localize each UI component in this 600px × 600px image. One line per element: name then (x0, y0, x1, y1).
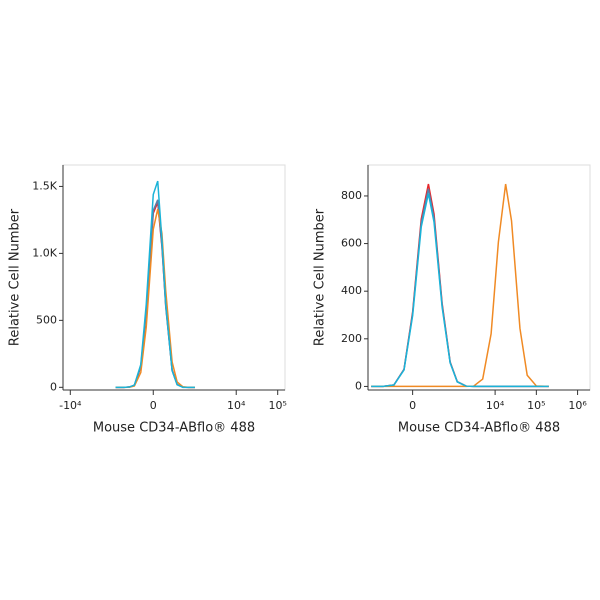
x-tick-label: 0 (150, 399, 157, 412)
x-tick-label: 10⁵ (268, 399, 286, 412)
x-axis-label: Mouse CD34-ABflo® 488 (398, 421, 560, 436)
histogram-line (371, 193, 549, 388)
histogram-line (115, 202, 195, 389)
x-tick-label: -10⁴ (59, 399, 82, 412)
histogram-line (115, 199, 195, 389)
x-axis-label: Mouse CD34-ABflo® 488 (93, 421, 255, 436)
y-tick-label: 1.5K (32, 179, 57, 192)
y-tick-label: 500 (36, 313, 57, 326)
histogram-line (371, 183, 549, 388)
y-tick-label: 0 (50, 380, 57, 393)
histogram-line (371, 188, 549, 388)
x-tick-label: 10⁵ (527, 399, 545, 412)
histogram-line (115, 209, 195, 389)
histogram-line (371, 183, 549, 388)
plot-frame (367, 164, 591, 391)
y-tick-label: 800 (341, 189, 362, 202)
y-tick-label: 400 (341, 284, 362, 297)
y-axis-label: Relative Cell Number (313, 208, 328, 346)
x-tick-label: 10⁴ (486, 399, 505, 412)
y-tick-label: 1.0K (32, 246, 57, 259)
x-tick-label: 10⁴ (227, 399, 246, 412)
histogram-line (115, 180, 195, 389)
y-tick-label: 600 (341, 237, 362, 250)
y-tick-label: 0 (355, 379, 362, 392)
x-tick-label: 10⁶ (568, 399, 587, 412)
y-tick-label: 200 (341, 332, 362, 345)
plot-frame (62, 164, 286, 391)
x-tick-label: 0 (409, 399, 416, 412)
y-axis-label: Relative Cell Number (8, 208, 23, 346)
